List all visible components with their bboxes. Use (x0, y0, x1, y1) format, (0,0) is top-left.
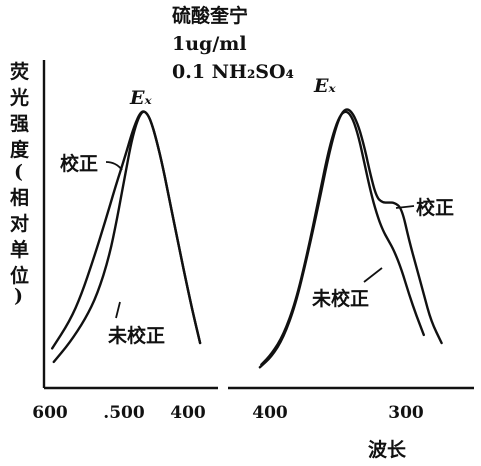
annotation-emission-uncorrected: 未校正 (311, 287, 369, 310)
ylabel-char-3: 度 (10, 138, 30, 161)
series-line-excitation-uncorrected (52, 110, 202, 364)
annotation-emission-corrected: 校正 (416, 196, 454, 219)
ylabel-char-7: 单 (10, 238, 29, 261)
annotation-pointer-1 (105, 161, 123, 171)
annotation-excitation-corrected: 校正 (60, 152, 98, 175)
series-line-emission-corrected (258, 108, 443, 369)
ylabel-char-0: 荧 (10, 60, 29, 83)
ylabel-char-9: ) (14, 285, 23, 307)
peak-label-emission: Eₓ (313, 75, 336, 97)
x-axis-label: 波长 (368, 438, 407, 461)
tick-label-ex-400: 400 (170, 403, 206, 423)
annotation-excitation-uncorrected: 未校正 (107, 324, 165, 347)
chart-title: 硫酸奎宁 (172, 4, 248, 27)
annotation-pointer-2 (115, 301, 121, 319)
y-axis-label: 荧 光 强 度 ( 相 对 单 位 ) (9, 60, 30, 307)
chart-subtitle-1: 1ug/ml (172, 33, 247, 55)
tick-label-ex-600: 600 (32, 403, 68, 423)
ylabel-char-2: 强 (10, 113, 29, 135)
ylabel-char-1: 光 (9, 86, 29, 109)
ylabel-char-8: 位 (10, 264, 29, 287)
series-line-emission-uncorrected (260, 110, 425, 366)
chart-subtitle-2: 0.1 NH₂SO₄ (172, 61, 294, 83)
tick-label-em-400: 400 (252, 403, 288, 423)
annotation-pointer-3 (395, 205, 415, 209)
ylabel-char-5: 相 (10, 187, 29, 209)
series-line-excitation-corrected (51, 110, 202, 350)
peak-label-excitation: Eₓ (129, 87, 152, 109)
ylabel-char-6: 对 (10, 212, 29, 235)
tick-label-ex-500: .500 (103, 403, 145, 423)
ylabel-char-4: ( (14, 161, 23, 183)
annotation-pointer-4 (363, 267, 383, 283)
tick-label-em-300: 300 (388, 403, 424, 423)
